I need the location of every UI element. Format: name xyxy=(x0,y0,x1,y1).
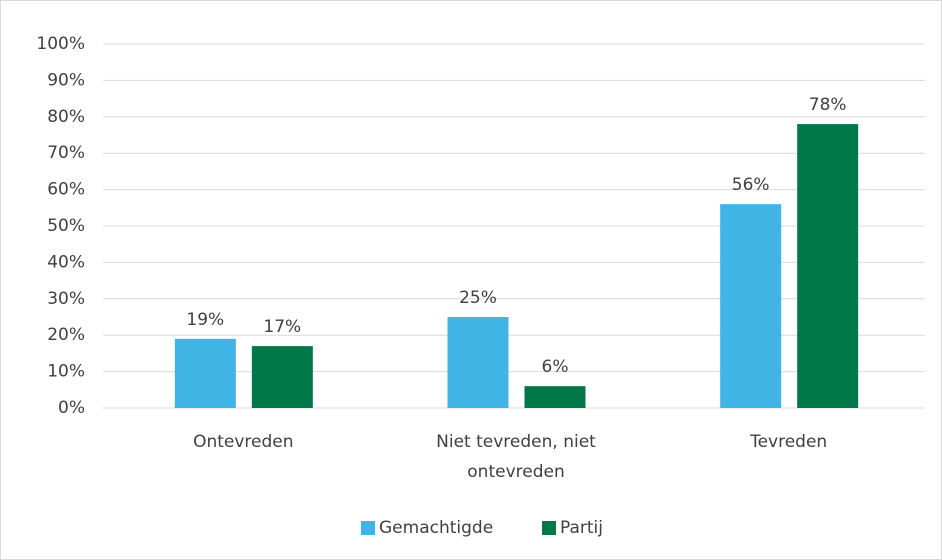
data-label: 56% xyxy=(732,175,770,195)
legend-label: Partij xyxy=(560,518,603,538)
legend-swatch xyxy=(542,521,556,535)
x-tick-label: Ontevreden xyxy=(193,432,294,452)
y-tick-label: 80% xyxy=(47,107,85,127)
bar xyxy=(797,124,859,408)
data-label: 19% xyxy=(186,310,224,330)
bar xyxy=(174,338,236,408)
y-tick-label: 20% xyxy=(47,325,85,345)
bar xyxy=(720,204,782,408)
y-tick-label: 70% xyxy=(47,143,85,163)
y-tick-label: 60% xyxy=(47,180,85,200)
y-tick-label: 50% xyxy=(47,216,85,236)
legend-label: Gemachtigde xyxy=(379,518,493,538)
y-tick-label: 10% xyxy=(47,362,85,382)
y-tick-label: 0% xyxy=(58,398,85,418)
bar xyxy=(251,346,313,408)
data-label: 6% xyxy=(542,357,569,377)
bar xyxy=(447,317,509,408)
y-tick-label: 100% xyxy=(36,34,85,54)
y-tick-label: 40% xyxy=(47,252,85,272)
legend-swatch xyxy=(361,521,375,535)
y-tick-label: 30% xyxy=(47,289,85,309)
x-tick-label: Tevreden xyxy=(750,432,828,452)
data-label: 17% xyxy=(263,317,301,337)
data-label: 25% xyxy=(459,288,497,308)
data-label: 78% xyxy=(809,95,847,115)
x-tick-label: Niet tevreden, niet ontevreden xyxy=(436,432,596,482)
y-tick-label: 90% xyxy=(47,70,85,90)
bar xyxy=(524,386,586,408)
